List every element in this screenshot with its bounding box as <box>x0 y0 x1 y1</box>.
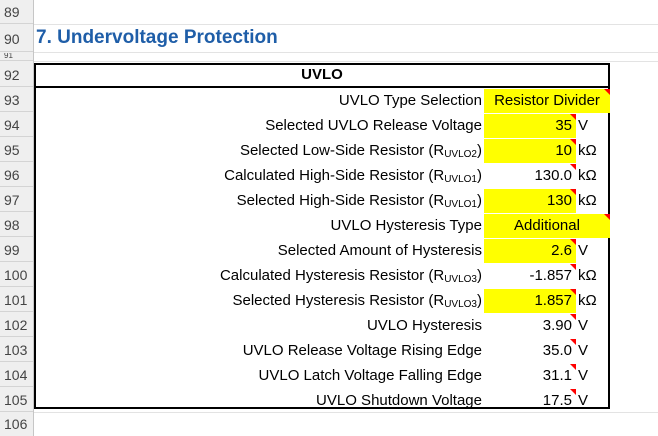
row-number[interactable]: 102 <box>0 313 33 337</box>
row-number[interactable]: 97 <box>0 188 33 212</box>
row-label: UVLO Type Selection <box>339 89 482 113</box>
input-cell[interactable]: 130 <box>484 189 576 213</box>
comment-indicator-icon[interactable] <box>570 239 576 245</box>
unit-cell[interactable]: V <box>578 392 589 409</box>
label-subscript: UVLO1 <box>444 174 477 185</box>
row-label: Calculated High-Side Resistor (RUVLO1) <box>224 164 482 188</box>
unit-cell[interactable]: V <box>578 342 589 359</box>
input-cell[interactable]: Resistor Divider <box>484 89 610 113</box>
label-paren: ) <box>477 192 482 209</box>
value-cell[interactable]: -1.857 <box>529 267 572 284</box>
label-subscript: UVLO3 <box>444 299 477 310</box>
row-number[interactable]: 94 <box>0 113 33 137</box>
row-number[interactable]: 89 <box>0 0 33 24</box>
label-text: Calculated Hysteresis Resistor (R <box>219 267 445 284</box>
row-label: Selected UVLO Release Voltage <box>265 114 482 138</box>
label-paren: ) <box>477 267 482 284</box>
comment-indicator-icon[interactable] <box>570 114 576 120</box>
row-number[interactable]: 93 <box>0 88 33 112</box>
label-text: UVLO Shutdown Voltage <box>316 392 482 409</box>
label-text: UVLO Hysteresis <box>366 317 482 334</box>
input-cell[interactable]: 10 <box>484 139 576 163</box>
row-label: Selected Amount of Hysteresis <box>278 239 482 263</box>
value-cell[interactable]: 130.0 <box>534 167 572 184</box>
row-number[interactable]: 100 <box>0 263 33 287</box>
row-number[interactable]: 96 <box>0 163 33 187</box>
unit-cell[interactable]: kΩ <box>578 292 597 309</box>
row-number[interactable]: 99 <box>0 238 33 262</box>
row-number[interactable]: 103 <box>0 338 33 362</box>
comment-indicator-icon[interactable] <box>570 289 576 295</box>
value-cell[interactable]: 17.5 <box>542 392 572 409</box>
row-label: Selected Hysteresis Resistor (RUVLO3) <box>232 289 482 313</box>
row-number[interactable]: 91 <box>0 53 33 61</box>
row-label: Selected High-Side Resistor (RUVLO1) <box>237 189 482 213</box>
unit-cell[interactable]: V <box>578 317 589 334</box>
unit-cell[interactable]: kΩ <box>578 167 597 184</box>
comment-indicator-icon[interactable] <box>604 214 610 220</box>
unit-cell[interactable]: kΩ <box>578 192 597 209</box>
input-cell[interactable]: Additional <box>484 214 610 238</box>
input-cell[interactable]: 1.857 <box>484 289 576 313</box>
unit-cell[interactable]: kΩ <box>578 142 597 159</box>
row-number[interactable]: 92 <box>0 63 33 87</box>
row-number[interactable]: 106 <box>4 416 28 432</box>
label-subscript: UVLO3 <box>444 274 477 285</box>
label-text: Selected Low-Side Resistor (R <box>239 142 445 159</box>
label-text: UVLO Type Selection <box>338 92 482 109</box>
row-label: Calculated Hysteresis Resistor (RUVLO3) <box>220 264 482 288</box>
unit-cell[interactable]: kΩ <box>578 267 597 284</box>
label-text: Selected Hysteresis Resistor (R <box>232 292 445 309</box>
label-text: UVLO Release Voltage Rising Edge <box>242 342 482 359</box>
row-header-column <box>0 0 34 436</box>
section-title: 7. Undervoltage Protection <box>36 27 278 48</box>
row-label: UVLO Hysteresis Type <box>331 214 482 238</box>
label-paren: ) <box>477 167 482 184</box>
uvlo-table-header: UVLO <box>34 63 610 88</box>
value-cell[interactable]: 35.0 <box>542 342 572 359</box>
comment-indicator-icon[interactable] <box>570 314 576 320</box>
label-text: Selected High-Side Resistor (R <box>236 192 445 209</box>
row-label: UVLO Latch Voltage Falling Edge <box>259 364 482 388</box>
gridline <box>34 24 658 25</box>
label-text: UVLO Hysteresis Type <box>330 217 482 234</box>
label-paren: ) <box>477 142 482 159</box>
comment-indicator-icon[interactable] <box>570 264 576 270</box>
row-number[interactable]: 98 <box>0 213 33 237</box>
comment-indicator-icon[interactable] <box>570 164 576 170</box>
gridline <box>34 52 658 53</box>
label-text: Selected Amount of Hysteresis <box>277 242 482 259</box>
row-number[interactable]: 105 <box>0 388 33 412</box>
label-paren: ) <box>477 292 482 309</box>
unit-cell[interactable]: V <box>578 367 589 384</box>
row-label: Selected Low-Side Resistor (RUVLO2) <box>240 139 482 163</box>
row-label: UVLO Shutdown Voltage <box>316 389 482 413</box>
label-subscript: UVLO2 <box>444 149 477 160</box>
comment-indicator-icon[interactable] <box>570 189 576 195</box>
row-number[interactable]: 104 <box>0 363 33 387</box>
comment-indicator-icon[interactable] <box>570 364 576 370</box>
input-cell[interactable]: 2.6 <box>484 239 576 263</box>
row-number[interactable]: 90 <box>0 25 33 52</box>
gridline <box>34 412 658 413</box>
value-cell[interactable]: 31.1 <box>542 367 572 384</box>
row-number[interactable]: 101 <box>0 288 33 312</box>
row-label: UVLO Hysteresis <box>367 314 482 338</box>
comment-indicator-icon[interactable] <box>570 139 576 145</box>
unit-cell[interactable]: V <box>578 242 589 259</box>
row-number[interactable]: 95 <box>0 138 33 162</box>
label-text: Calculated High-Side Resistor (R <box>224 167 445 184</box>
value-cell[interactable]: 3.90 <box>542 317 572 334</box>
comment-indicator-icon[interactable] <box>570 339 576 345</box>
gridline <box>34 61 658 62</box>
row-label: UVLO Release Voltage Rising Edge <box>243 339 482 363</box>
input-cell[interactable]: 35 <box>484 114 576 138</box>
comment-indicator-icon[interactable] <box>604 89 610 95</box>
label-text: Selected UVLO Release Voltage <box>265 117 482 134</box>
label-text: UVLO Latch Voltage Falling Edge <box>258 367 482 384</box>
unit-cell[interactable]: V <box>578 117 589 134</box>
comment-indicator-icon[interactable] <box>570 389 576 395</box>
label-subscript: UVLO1 <box>444 199 477 210</box>
